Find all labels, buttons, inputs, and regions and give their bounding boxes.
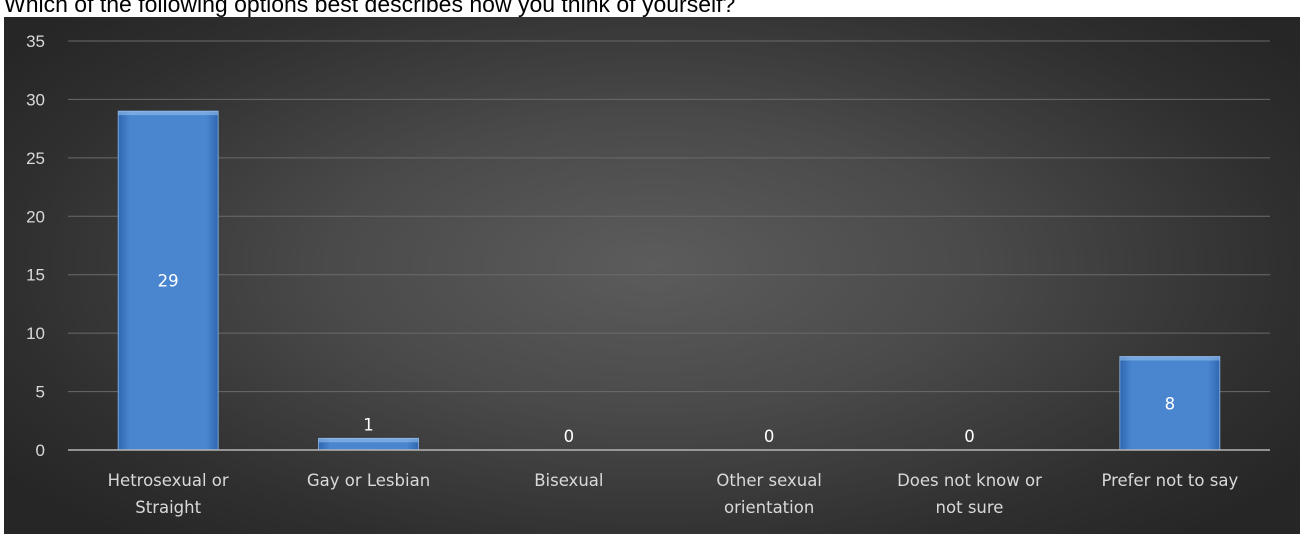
y-tick-label: 10	[26, 324, 45, 343]
x-category-label: Bisexual	[534, 471, 603, 490]
y-tick-label: 15	[26, 266, 45, 285]
x-category-label: Does not know or	[897, 471, 1042, 490]
data-label: 29	[158, 272, 179, 291]
x-category-label: Straight	[135, 498, 201, 517]
x-category-label: Hetrosexual or	[108, 471, 229, 490]
bar-highlight	[1119, 356, 1220, 361]
y-tick-label: 5	[36, 383, 45, 402]
x-category-label: not sure	[936, 498, 1004, 517]
data-label: 8	[1165, 394, 1176, 413]
bar-highlight	[318, 438, 419, 443]
bar	[117, 110, 219, 451]
x-category-label: orientation	[724, 498, 814, 517]
data-label: 0	[764, 427, 775, 446]
x-category-label: Gay or Lesbian	[307, 471, 430, 490]
y-tick-label: 0	[36, 441, 45, 460]
y-tick-label: 30	[26, 90, 45, 109]
bar-highlight	[118, 111, 219, 116]
y-tick-label: 35	[26, 32, 45, 51]
x-category-label: Prefer not to say	[1101, 471, 1238, 490]
chart-background	[4, 17, 1300, 534]
data-label: 1	[363, 415, 374, 434]
data-label: 0	[564, 427, 575, 446]
x-category-label: Other sexual	[716, 471, 821, 490]
chart-title: Which of the following options best desc…	[4, 0, 736, 17]
data-label: 0	[964, 427, 975, 446]
y-tick-label: 25	[26, 149, 45, 168]
y-tick-label: 20	[26, 207, 45, 226]
